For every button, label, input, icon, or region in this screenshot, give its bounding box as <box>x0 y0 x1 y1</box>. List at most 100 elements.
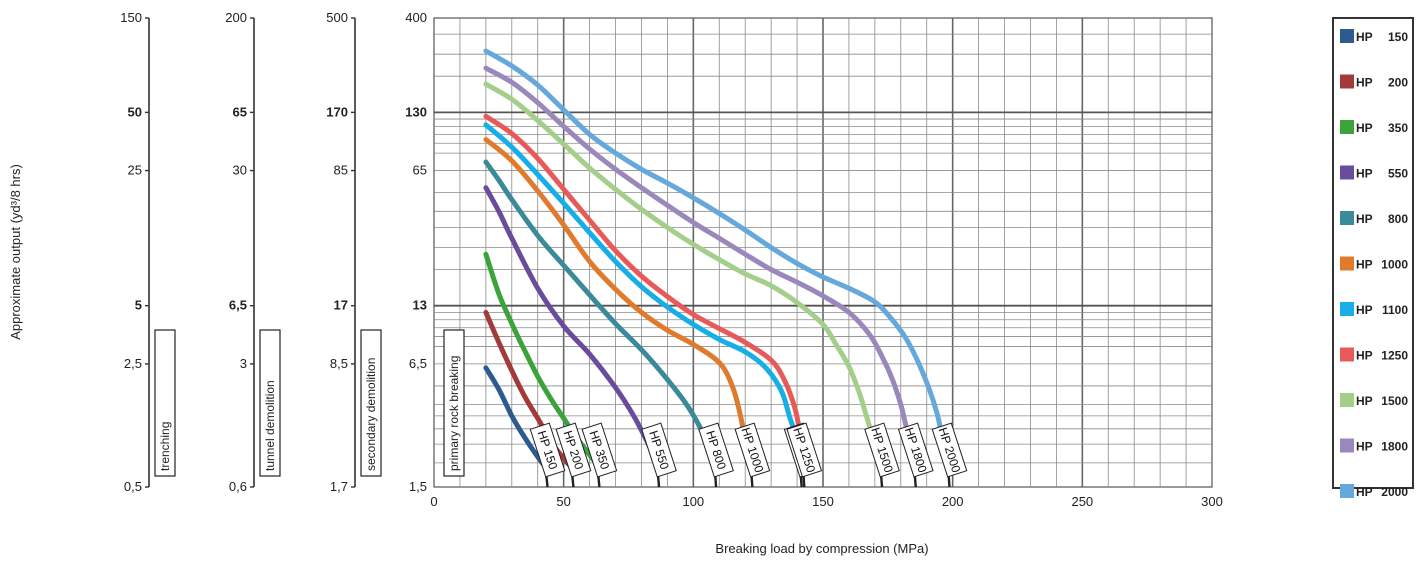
scale-tick-label: 6,5 <box>229 298 247 313</box>
legend-item-number: 1800 <box>1381 440 1408 454</box>
series-lines <box>483 48 951 488</box>
series-label-hp-2000: HP 2000 <box>931 422 968 478</box>
legend-swatch <box>1340 302 1354 316</box>
application-label: tunnel demolition <box>263 380 277 471</box>
scale-tick-label: 50 <box>128 104 142 119</box>
scale-tick-label: 150 <box>120 10 142 25</box>
legend-item-prefix: HP <box>1356 258 1373 272</box>
series-label-box <box>641 422 677 478</box>
legend-item-prefix: HP <box>1356 167 1373 181</box>
scale-tick-label: 30 <box>233 163 247 178</box>
scale-tick-label: 500 <box>326 10 348 25</box>
x-tick-label: 200 <box>942 494 964 509</box>
series-line-hp-550 <box>483 185 660 466</box>
legend-item-number: 150 <box>1388 30 1408 44</box>
legend-item-prefix: HP <box>1356 349 1373 363</box>
series-label-box <box>897 422 934 478</box>
application-label-box <box>443 329 465 477</box>
series-label-box <box>555 422 592 478</box>
application-scales: 150 50 25 5 2,5 0,5 trenching 200 65 30 6,5 3 0,6 tun… <box>120 10 465 494</box>
x-tick-label: 0 <box>430 494 437 509</box>
legend-item-number: 200 <box>1388 76 1408 90</box>
legend-swatch <box>1340 438 1354 453</box>
scale-tick-label: 5 <box>135 298 142 313</box>
series-line-hp-150 <box>483 365 548 470</box>
legend-swatch <box>1340 347 1354 362</box>
series-label-hp-1000: HP 1000 <box>734 422 771 478</box>
x-tick-label: 50 <box>556 494 570 509</box>
scale-tick-label: 85 <box>334 163 348 178</box>
legend-item-prefix: HP <box>1356 212 1373 226</box>
y-tick-label: 1,5 <box>409 479 427 494</box>
x-tick-label: 100 <box>682 494 704 509</box>
y-tick-label: 65 <box>413 163 427 178</box>
scale-tick-label: 8,5 <box>330 356 348 371</box>
legend: HP 150 HP 200 HP 350 HP 550 HP 800 HP 1000 HP 1100 HP 1… <box>1332 17 1414 499</box>
series-line-hp-800 <box>483 159 717 462</box>
x-axis-title: Breaking load by compression (MPa) <box>715 541 928 556</box>
application-label: secondary demolition <box>364 358 378 471</box>
legend-item-prefix: HP <box>1356 440 1373 454</box>
series-line-hp-1000 <box>483 137 753 464</box>
series-label-box <box>864 422 900 478</box>
series-label-hp-1800: HP 1800 <box>897 422 934 478</box>
legend-swatch <box>1340 211 1354 225</box>
scale-tick-label: 65 <box>233 104 247 119</box>
series-label-hp-1500: HP 1500 <box>864 422 900 478</box>
legend-item-prefix: HP <box>1356 303 1373 317</box>
scale-tick-label: 0,5 <box>124 479 142 494</box>
legend-item-number: 1000 <box>1381 258 1408 272</box>
scale-tick-label: 2,5 <box>124 356 142 371</box>
series-label-box <box>931 422 968 478</box>
legend-item-prefix: HP <box>1356 121 1373 135</box>
y-tick-label: 400 <box>405 10 427 25</box>
series-line-hp-2000 <box>483 48 950 462</box>
series-label-box <box>786 422 823 478</box>
series-line-hp-1250 <box>483 113 805 458</box>
series-line-hp-1500 <box>483 81 883 466</box>
main-axes: 0 50 100 150 200 250 300 400 130 65 13 6,5 1,5 <box>405 10 1223 509</box>
series-label-box <box>581 422 618 478</box>
application-label-box <box>360 329 382 477</box>
legend-swatch <box>1340 484 1354 498</box>
scale-tick-label: 17 <box>334 298 348 313</box>
series-line-hp-1800 <box>483 65 917 466</box>
legend-swatch <box>1340 393 1354 407</box>
scale-tick-label: 0,6 <box>229 479 247 494</box>
scale-tick-label: 3 <box>240 356 247 371</box>
legend-swatch <box>1340 120 1354 134</box>
legend-item-prefix: HP <box>1356 30 1373 44</box>
legend-item-number: 550 <box>1388 167 1408 181</box>
legend-swatch <box>1340 74 1354 89</box>
scale-tick-label: 1,7 <box>330 479 348 494</box>
legend-item-number: 1500 <box>1381 394 1408 408</box>
application-label-box <box>259 329 281 477</box>
legend-frame <box>1332 17 1414 489</box>
series-label-box <box>529 422 566 478</box>
series-label-box <box>734 422 771 478</box>
legend-swatch <box>1340 256 1354 271</box>
scale-tick-label: 170 <box>326 104 348 119</box>
series-labels: HP 150 HP 200 HP 350 HP 550 HP 800 HP 1000 HP … <box>529 422 968 478</box>
application-label: trenching <box>158 422 172 471</box>
legend-item-number: 1250 <box>1381 349 1408 363</box>
y-tick-label: 6,5 <box>409 356 427 371</box>
scale-tick-label: 200 <box>225 10 247 25</box>
legend-item-prefix: HP <box>1356 485 1373 499</box>
application-label-box <box>154 329 176 477</box>
legend-swatch <box>1340 29 1354 43</box>
legend-swatch <box>1340 165 1354 180</box>
series-label-box <box>698 422 734 478</box>
x-tick-label: 300 <box>1201 494 1223 509</box>
legend-item-number: 2000 <box>1381 485 1408 499</box>
series-label-hp-550: HP 550 <box>641 422 677 478</box>
x-tick-label: 150 <box>812 494 834 509</box>
legend-item-prefix: HP <box>1356 76 1373 90</box>
scale-tick-label: 25 <box>128 163 142 178</box>
series-line-hp-200 <box>483 309 574 470</box>
application-label: primary rock breaking <box>447 356 461 471</box>
series-line-hp-1100 <box>483 122 803 464</box>
y-tick-label: 13 <box>413 298 427 313</box>
legend-item-number: 350 <box>1388 121 1408 135</box>
